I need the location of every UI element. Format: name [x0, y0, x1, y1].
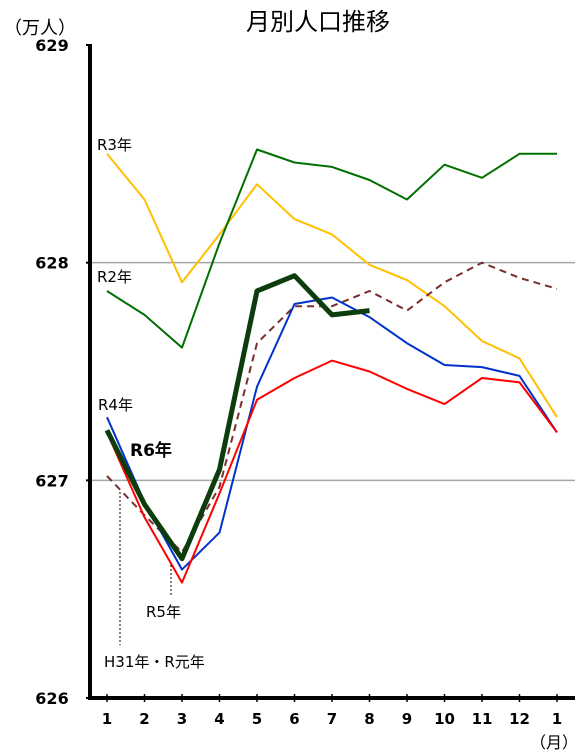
x-tick-6: 7: [327, 710, 337, 728]
y-tick-labels: 629 628 627 626: [35, 36, 68, 708]
series-label-3: R4年: [98, 396, 133, 414]
series-label-2: H31年・R元年: [104, 653, 205, 671]
series-lines: [104, 148, 558, 584]
series-line-4: [106, 359, 558, 584]
x-tick-7: 8: [364, 710, 374, 728]
x-tick-1: 2: [139, 710, 149, 728]
series-line-1: [106, 148, 557, 349]
y-tick-1: 628: [35, 254, 68, 273]
x-tick-11: 12: [509, 710, 530, 728]
series-label-1: R2年: [97, 268, 132, 286]
series-labels: R3年 R2年 H31年・R元年 R4年 R5年 R6年: [97, 136, 205, 671]
series-line-2: [106, 261, 558, 554]
series-line-5: [104, 273, 370, 562]
axes: [86, 44, 575, 702]
series-line-3: [106, 296, 558, 571]
x-tick-labels: 1 2 3 4 5 6 7 8 9 10 11 12 1: [102, 710, 562, 728]
x-unit-label: （月）: [530, 733, 578, 752]
series-line-0: [106, 153, 558, 418]
series-label-4: R5年: [146, 603, 181, 621]
y-tick-0: 629: [35, 36, 68, 55]
x-tick-4: 5: [252, 710, 262, 728]
y-unit-label: （万人）: [4, 18, 76, 39]
x-tick-8: 9: [402, 710, 412, 728]
x-tick-5: 6: [289, 710, 299, 728]
x-tick-0: 1: [102, 710, 112, 728]
series-label-5: R6年: [130, 440, 172, 461]
gridlines: [90, 261, 575, 482]
y-tick-2: 627: [35, 471, 68, 490]
series-label-0: R3年: [97, 136, 132, 154]
y-tick-3: 626: [35, 689, 68, 708]
x-tick-9: 10: [434, 710, 455, 728]
x-tick-3: 4: [214, 710, 224, 728]
x-tick-2: 3: [177, 710, 187, 728]
x-tick-10: 11: [472, 710, 493, 728]
chart-title: 月別人口推移: [246, 8, 390, 36]
x-tick-12: 1: [552, 710, 562, 728]
